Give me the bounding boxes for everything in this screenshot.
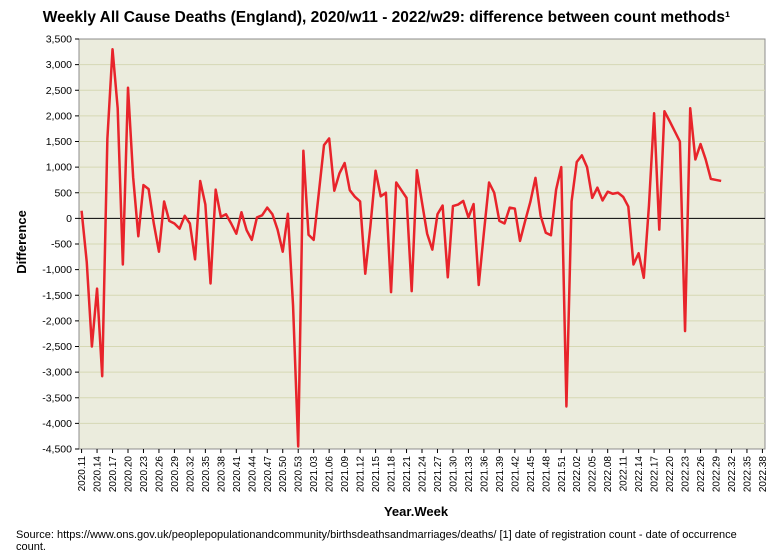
x-tick-label: 2020.17 [108, 456, 119, 493]
x-tick-label: 2022.20 [665, 456, 676, 493]
x-tick-label: 2020.44 [247, 456, 258, 493]
x-tick-label: 2021.36 [479, 456, 490, 493]
x-tick-label: 2021.27 [433, 456, 444, 493]
x-tick-label: 2020.35 [201, 456, 212, 493]
y-tick-label: -1,000 [42, 264, 72, 276]
x-tick-label: 2021.24 [418, 456, 429, 493]
x-tick-label: 2021.42 [510, 456, 521, 493]
x-axis-title: Year.Week [384, 504, 449, 519]
y-tick-label: 1,000 [46, 162, 72, 174]
x-tick-label: 2021.30 [448, 456, 459, 493]
y-tick-label: -2,000 [42, 315, 72, 327]
chart-title: Weekly All Cause Deaths (England), 2020/… [42, 9, 731, 26]
y-tick-label: -2,500 [42, 341, 72, 353]
x-tick-label: 2020.50 [278, 456, 289, 493]
x-tick-label: 2020.20 [124, 456, 135, 493]
x-tick-label: 2020.38 [216, 456, 227, 493]
x-tick-label: 2022.08 [603, 456, 614, 493]
x-tick-label: 2022.35 [742, 456, 753, 493]
x-tick-label: 2022.32 [727, 456, 738, 493]
y-tick-label: -3,000 [42, 367, 72, 379]
y-tick-label: 2,000 [46, 110, 72, 122]
x-tick-label: 2021.12 [356, 456, 367, 493]
x-tick-label: 2021.06 [325, 456, 336, 493]
x-tick-label: 2022.26 [696, 456, 707, 493]
x-tick-label: 2021.45 [526, 456, 537, 493]
x-tick-label: 2020.32 [185, 456, 196, 493]
x-tick-label: 2020.29 [170, 456, 181, 493]
y-axis-title: Difference [14, 210, 29, 274]
x-tick-label: 2022.11 [619, 456, 630, 492]
grid-lines [79, 64, 765, 424]
x-tick-label: 2022.05 [588, 456, 599, 493]
x-tick-label: 2022.38 [758, 456, 769, 493]
x-tick-label: 2020.47 [263, 456, 274, 493]
x-tick-label: 2020.53 [294, 456, 305, 493]
x-tick-label: 2020.23 [139, 456, 150, 493]
series-line [80, 48, 722, 448]
x-tick-label: 2022.02 [572, 456, 583, 493]
y-tick-label: 500 [54, 187, 72, 199]
x-tick-label: 2020.14 [93, 456, 104, 493]
x-tick-label: 2021.51 [557, 456, 568, 493]
x-tick-label: 2022.17 [650, 456, 661, 493]
y-tick-label: 2,500 [46, 85, 72, 97]
source-note: Source: https://www.ons.gov.uk/peoplepop… [16, 529, 737, 553]
y-tick-label: 3,000 [46, 59, 72, 71]
x-tick-label: 2021.03 [309, 456, 320, 493]
y-tick-label: 3,500 [46, 34, 72, 46]
x-axis: 2020.11 2020.14 2020.17 2020.20 2020.23 2020.… [77, 449, 769, 492]
x-tick-label: 2021.39 [495, 456, 506, 493]
x-tick-label: 2020.41 [232, 456, 243, 493]
y-tick-label: -4,500 [42, 444, 72, 456]
x-tick-label: 2020.11 [77, 456, 88, 492]
x-tick-label: 2021.33 [464, 456, 475, 493]
x-tick-label: 2021.21 [402, 456, 413, 493]
x-tick-label: 2021.15 [371, 456, 382, 493]
x-tick-label: 2022.23 [681, 456, 692, 493]
x-tick-label: 2021.48 [541, 456, 552, 493]
y-tick-label: -1,500 [42, 290, 72, 302]
x-tick-label: 2021.18 [387, 456, 398, 493]
y-tick-label: 0 [66, 213, 72, 225]
y-tick-label: -4,000 [42, 418, 72, 430]
y-tick-label: -3,500 [42, 392, 72, 404]
x-tick-label: 2020.26 [154, 456, 165, 493]
x-tick-label: 2021.09 [340, 456, 351, 493]
y-tick-label: -500 [51, 239, 72, 251]
chart-area: 3,500 3,000 2,500 2,000 1,500 1,000 500 0 -500 -1… [14, 34, 769, 520]
x-tick-label: 2022.29 [712, 456, 723, 493]
y-tick-label: 1,500 [46, 136, 72, 148]
x-tick-label: 2022.14 [634, 456, 645, 493]
y-axis: 3,500 3,000 2,500 2,000 1,500 1,000 500 0 -500 -1… [42, 34, 79, 456]
